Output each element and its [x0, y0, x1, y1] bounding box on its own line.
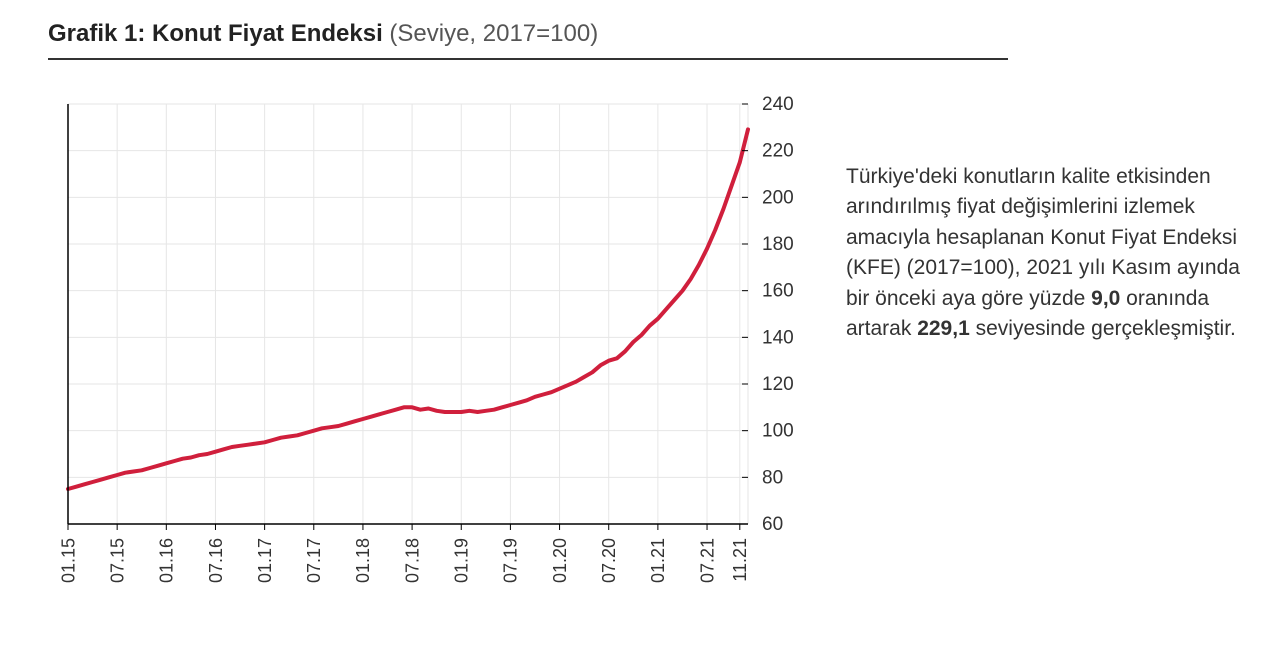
svg-text:07.16: 07.16 [206, 538, 226, 583]
svg-text:01.18: 01.18 [353, 538, 373, 583]
svg-text:01.17: 01.17 [255, 538, 275, 583]
desc-bold-1: 9,0 [1091, 287, 1120, 310]
svg-text:01.19: 01.19 [452, 538, 472, 583]
svg-text:160: 160 [762, 281, 794, 302]
svg-text:11.21: 11.21 [730, 538, 750, 582]
svg-text:200: 200 [762, 187, 794, 208]
desc-post: seviyesinde gerçekleşmiştir. [970, 317, 1236, 340]
svg-text:01.16: 01.16 [157, 538, 177, 583]
svg-text:01.20: 01.20 [550, 538, 570, 583]
svg-text:180: 180 [762, 234, 794, 255]
content-row: 60 80 100 120 140 160 180 200 220 240 01.15 07.15 01… [48, 84, 1280, 604]
svg-text:140: 140 [762, 327, 794, 348]
svg-text:240: 240 [762, 94, 794, 115]
chart-container: 60 80 100 120 140 160 180 200 220 240 01.15 07.15 01… [48, 84, 828, 604]
svg-text:07.20: 07.20 [599, 538, 619, 583]
svg-text:100: 100 [762, 421, 794, 442]
svg-text:60: 60 [762, 514, 783, 535]
page: Grafik 1: Konut Fiyat Endeksi (Seviye, 2… [0, 0, 1280, 658]
svg-text:01.21: 01.21 [648, 538, 668, 583]
chart-title-rest: (Seviye, 2017=100) [383, 20, 598, 47]
svg-text:01.15: 01.15 [58, 538, 78, 583]
svg-text:220: 220 [762, 141, 794, 162]
svg-text:07.18: 07.18 [402, 538, 422, 583]
line-chart: 60 80 100 120 140 160 180 200 220 240 01.15 07.15 01… [48, 84, 828, 604]
chart-title: Grafik 1: Konut Fiyat Endeksi (Seviye, 2… [48, 20, 1280, 48]
chart-description: Türkiye'deki konutların kalite etkisinde… [828, 84, 1266, 345]
svg-text:07.15: 07.15 [107, 538, 127, 583]
svg-text:07.19: 07.19 [501, 538, 521, 583]
svg-text:80: 80 [762, 467, 783, 488]
svg-text:07.21: 07.21 [697, 538, 717, 583]
chart-title-bold: Grafik 1: Konut Fiyat Endeksi [48, 20, 383, 47]
svg-text:07.17: 07.17 [304, 538, 324, 583]
desc-bold-2: 229,1 [917, 317, 970, 340]
svg-text:120: 120 [762, 374, 794, 395]
title-divider [48, 58, 1008, 60]
